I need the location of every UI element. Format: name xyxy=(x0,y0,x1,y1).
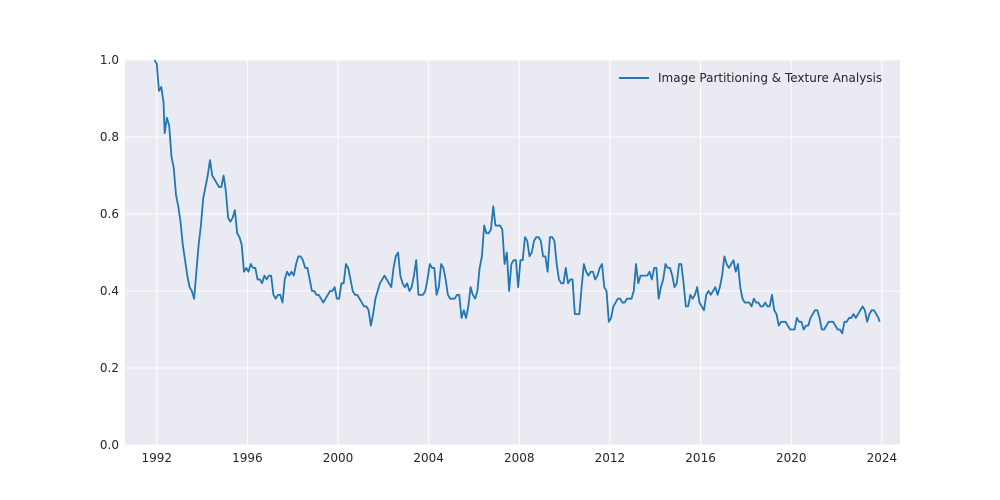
grid xyxy=(125,59,900,446)
y-axis: 0.0 0.2 0.4 0.6 0.8 1.0 xyxy=(100,53,119,452)
x-tick-label: 2012 xyxy=(595,451,626,465)
x-tick-label: 1996 xyxy=(232,451,263,465)
x-tick-label: 2000 xyxy=(323,451,354,465)
series-line xyxy=(153,59,881,335)
series-layer xyxy=(153,59,881,335)
y-tick-label: 1.0 xyxy=(100,53,119,67)
y-tick-label: 0.2 xyxy=(100,361,119,375)
y-tick-label: 0.0 xyxy=(100,438,119,452)
y-tick-label: 0.8 xyxy=(100,130,119,144)
x-tick-label: 2020 xyxy=(776,451,807,465)
x-axis: 1992 1996 2000 2004 2008 2012 2016 2020 2024 xyxy=(141,451,897,465)
x-tick-label: 2004 xyxy=(413,451,444,465)
y-tick-label: 0.6 xyxy=(100,207,119,221)
legend: Image Partitioning & Texture Analysis xyxy=(619,71,882,85)
legend-label: Image Partitioning & Texture Analysis xyxy=(658,71,882,85)
x-tick-label: 1992 xyxy=(141,451,172,465)
y-tick-label: 0.4 xyxy=(100,284,119,298)
plot-area xyxy=(125,60,900,445)
x-tick-label: 2016 xyxy=(685,451,716,465)
x-tick-label: 2024 xyxy=(867,451,898,465)
x-tick-label: 2008 xyxy=(504,451,535,465)
